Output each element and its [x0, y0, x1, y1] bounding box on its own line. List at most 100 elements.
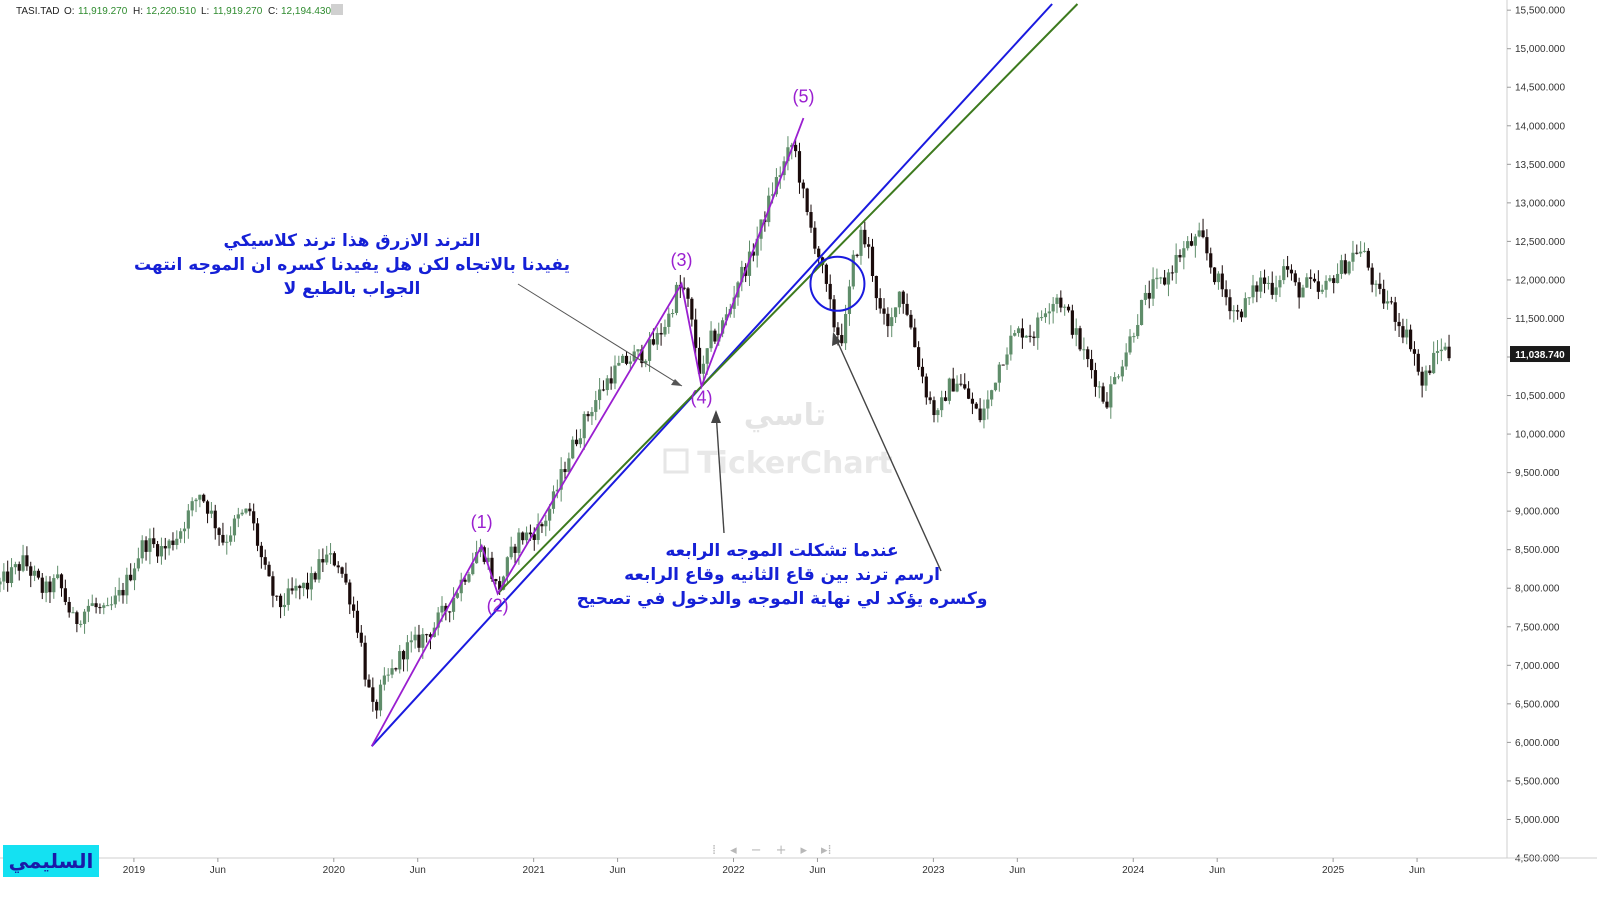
x-tick-label: Jun: [1009, 865, 1025, 876]
candle: [467, 571, 471, 584]
candle: [348, 579, 352, 615]
candle-body: [1409, 329, 1413, 350]
candle-body: [1032, 336, 1036, 339]
candle: [217, 527, 221, 546]
candle-body: [863, 229, 867, 245]
candle-body: [1209, 253, 1213, 268]
y-tick-label: 9,500.000: [1515, 468, 1560, 479]
candle-body: [344, 573, 348, 583]
candle-body: [1040, 317, 1044, 319]
candle: [1416, 349, 1420, 376]
candle: [113, 587, 117, 608]
candle: [928, 391, 932, 405]
nav-last-icon[interactable]: ▸⁞: [821, 842, 832, 858]
candle-body: [486, 557, 490, 562]
candle-body: [847, 286, 852, 314]
candle: [1301, 284, 1305, 298]
candle-body: [225, 541, 229, 543]
candle: [843, 304, 848, 350]
candle-body: [1051, 303, 1055, 312]
candle: [882, 298, 886, 325]
candle-body: [1370, 267, 1374, 285]
candle: [1435, 340, 1440, 365]
candle: [813, 221, 817, 255]
candle-body: [640, 349, 644, 364]
candle-body: [13, 564, 17, 568]
last-price-tag: [1510, 346, 1570, 363]
candle-body: [298, 585, 302, 589]
candle-body: [1347, 261, 1351, 274]
candle: [109, 596, 114, 611]
annotation-arrows: [517, 283, 942, 572]
candle: [67, 597, 71, 618]
zoom-out-icon[interactable]: −: [750, 842, 762, 858]
y-tick-label: 14,500.000: [1515, 83, 1565, 94]
candle-body: [309, 573, 313, 590]
candle-body: [1293, 273, 1297, 283]
candle: [982, 399, 986, 429]
candle: [278, 593, 283, 619]
candle: [920, 358, 925, 384]
arrow-right-line: [833, 333, 942, 572]
candle-body: [63, 588, 67, 602]
x-tick-label: Jun: [210, 865, 226, 876]
candle-body: [586, 413, 590, 417]
candle: [79, 620, 83, 628]
candle: [617, 355, 621, 367]
candle-body: [113, 595, 117, 605]
candle: [1189, 233, 1194, 247]
candle-body: [352, 604, 356, 611]
candle-body: [1086, 349, 1090, 360]
candle-body: [540, 524, 544, 527]
candle: [290, 577, 294, 595]
candle-body: [1239, 311, 1244, 318]
candle: [106, 597, 110, 607]
candle: [313, 571, 317, 583]
header-menu-icon[interactable]: [331, 4, 343, 15]
candle-body: [709, 330, 713, 349]
candle: [36, 568, 41, 580]
candle-body: [1220, 273, 1224, 290]
candle-body: [425, 634, 429, 636]
annotation-top-3: الجواب بالطبع لا: [284, 279, 421, 299]
candle-body: [355, 610, 360, 633]
zoom-in-icon[interactable]: +: [775, 842, 787, 858]
candle: [1093, 362, 1098, 397]
wave-label: (3): [671, 250, 693, 270]
candle: [559, 457, 563, 502]
candle-body: [598, 389, 602, 401]
candle-body: [29, 566, 33, 576]
candle: [1101, 382, 1105, 404]
candle-body: [98, 607, 102, 609]
nav-first-icon[interactable]: ⁞: [712, 842, 717, 858]
candle-body: [1016, 328, 1021, 334]
x-tick-label: Jun: [1409, 865, 1425, 876]
candle: [1186, 236, 1190, 251]
candle-body: [682, 287, 686, 289]
candle: [663, 319, 667, 337]
nav-next-icon[interactable]: ▸: [800, 842, 808, 858]
y-tick-label: 13,500.000: [1515, 160, 1565, 171]
x-tick-label: Jun: [610, 865, 626, 876]
candle-body: [1212, 267, 1217, 283]
candle: [605, 375, 609, 396]
candle-body: [1324, 280, 1328, 290]
y-tick-label: 5,500.000: [1515, 776, 1560, 787]
candle-body: [179, 531, 183, 539]
candle: [1013, 329, 1017, 337]
candle: [613, 355, 617, 390]
candle: [59, 573, 64, 597]
candle-body: [813, 227, 817, 249]
candle: [1385, 290, 1390, 310]
candle-body: [294, 585, 298, 591]
candle-body: [636, 349, 640, 352]
candle: [132, 562, 137, 591]
candle-body: [59, 574, 64, 589]
candle-body: [567, 458, 571, 473]
candle-body: [1066, 306, 1071, 311]
candle-body: [1320, 289, 1324, 292]
nav-prev-icon[interactable]: ◂: [730, 842, 737, 858]
candle-body: [394, 668, 398, 670]
